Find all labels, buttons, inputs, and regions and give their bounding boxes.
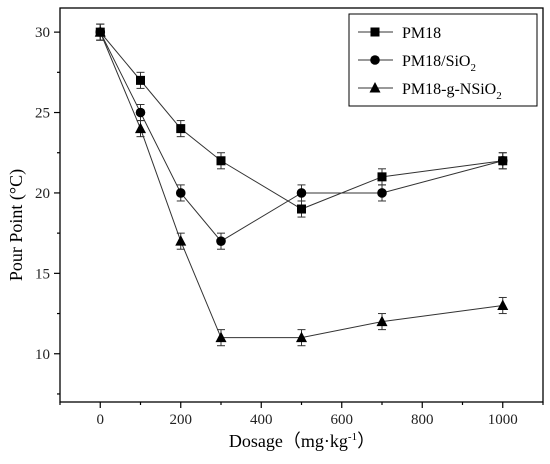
series-circle [95,23,508,250]
y-tick-label: 30 [35,25,50,41]
x-tick-label: 600 [331,412,354,428]
circle-marker [175,188,186,198]
square-marker [136,75,145,85]
circle-marker [377,188,387,198]
x-axis-label: Dosage（mg·kg-1） [229,431,375,451]
x-tick-label: 0 [97,412,105,428]
legend-label-base: PM18-g-NSiO [402,81,496,98]
x-tick-label: 200 [170,412,193,428]
series-group [94,23,509,347]
y-axis-label: Pour Point (°C) [6,169,27,281]
square-marker [370,27,380,37]
legend-label: PM18-g-NSiO2 [402,81,502,102]
legend-label-subscript: 2 [496,90,502,102]
circle-marker [296,188,307,198]
x-tick-label: 800 [411,412,434,428]
triangle-marker [215,331,227,343]
x-axis-label-close: ） [357,431,375,451]
triangle-marker [296,331,307,343]
circle-marker [497,155,508,166]
square-marker [377,172,387,182]
y-tick-label: 25 [35,106,50,122]
triangle-marker [369,82,381,93]
triangle-marker [135,122,146,134]
y-tick-label: 10 [35,347,50,363]
legend-label-base: PM18/SiO [402,53,470,70]
circle-marker [216,236,226,246]
triangle-marker [497,299,509,311]
x-tick-label: 1000 [488,412,518,428]
x-axis-label-text: Dosage（mg·kg [229,431,348,451]
square-marker [176,124,186,134]
square-marker [297,204,306,214]
legend-box [348,13,538,107]
legend-entry: PM18/SiO2 [358,53,476,74]
x-tick-label: 400 [250,412,273,428]
circle-marker [370,55,380,65]
legend-entry: PM18-g-NSiO2 [358,81,502,102]
square-marker [216,156,226,166]
legend-label-subscript: 2 [470,62,476,74]
triangle-marker [376,315,388,327]
legend-label-base: PM18 [402,25,441,42]
series-triangle [94,23,509,347]
y-tick-label: 20 [35,186,50,202]
axis-ticks: 0 200 400 600 800 1000 10 15 20 25 30 [35,25,544,428]
triangle-marker [175,235,187,246]
legend-label: PM18/SiO2 [402,53,476,74]
triangle-marker [94,26,106,37]
x-axis-label-sup: -1 [348,431,357,443]
y-tick-label: 15 [35,266,50,282]
circle-marker [135,107,146,118]
legend-label: PM18 [402,25,441,42]
legend-entry: PM18 [358,25,441,42]
